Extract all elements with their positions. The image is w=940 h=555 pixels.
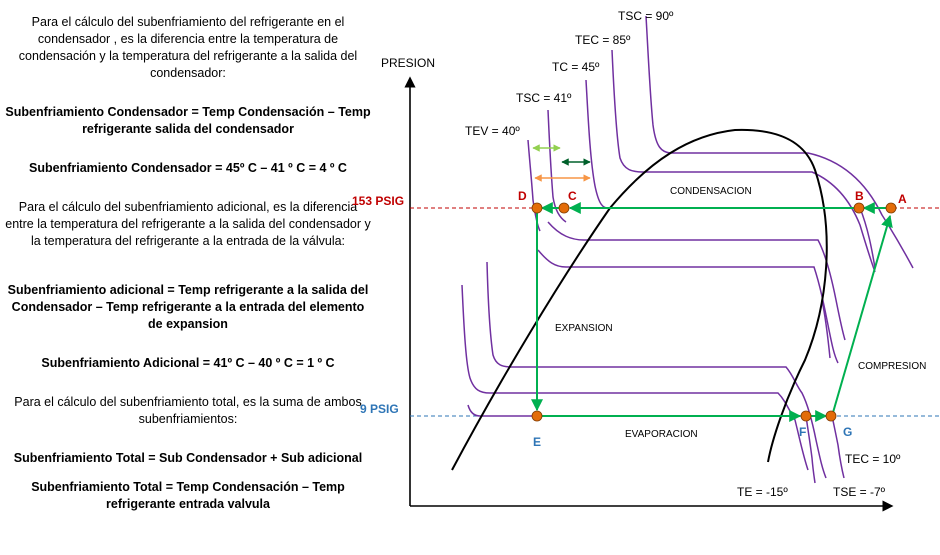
isotherm-te-minus15 [467,404,816,484]
label-tec-85: TEC = 85º [575,33,631,47]
point-a-marker [885,202,897,214]
point-c-label: C [568,189,577,203]
formula-sub-adicional: Subenfriamiento adicional = Temp refrige… [7,283,369,331]
intro-condensador: Para el cálculo del subenfriamiento del … [18,15,358,80]
point-d-marker [531,202,543,214]
isotherm-tse-minus7 [831,415,845,479]
point-b-label: B [855,189,864,203]
label-tc-45: TC = 45º [552,60,600,74]
point-d-label: D [518,189,527,203]
isotherm-tec-10 [821,299,831,359]
formula-sub-total: Subenfriamiento Total = Sub Condensador … [13,451,363,465]
calc-sub-condensador: Subenfriamiento Condensador = 45º C – 41… [29,161,347,175]
isotherm-tsc-41 [547,109,567,223]
label-tsc-90: TSC = 90º [618,9,674,23]
region-evaporacion: EVAPORACION [625,429,698,440]
isotherm-tev-40 [527,139,541,232]
high-pressure-label: 153 PSIG [352,194,404,208]
region-compresion: COMPRESION [858,361,926,372]
formula-sub-condensador: Subenfriamiento Condensador = Temp Conde… [5,105,371,136]
point-a-label: A [898,192,907,206]
point-g-label: G [843,425,852,439]
region-expansion: EXPANSION [555,323,613,334]
point-f-marker [800,410,812,422]
cycle-segment-g-a [831,214,893,417]
label-te-minus15: TE = -15º [737,485,788,499]
calc-sub-adicional: Subenfriamiento Adicional = 41º C – 40 º… [41,356,335,370]
low-pressure-label: 9 PSIG [360,402,399,416]
point-f-label: F [799,425,806,439]
isotherm-mid-2 [537,249,839,364]
y-axis-label: PRESION [381,56,435,70]
label-tev-40: TEV = 40º [465,124,520,138]
isotherm-tc-45 [585,79,876,269]
point-e-label: E [533,435,541,449]
point-b-marker [853,202,865,214]
isotherm-left-2 [461,284,809,471]
isotherm-left-1 [486,261,827,479]
saturation-dome [451,128,828,471]
isotherm-tsc-90 [645,15,914,269]
point-g-marker [825,410,837,422]
explanation-text: Para el cálculo del subenfriamiento del … [4,14,372,513]
isotherm-mid-1 [547,221,846,341]
point-c-marker [558,202,570,214]
intro-total: Para el cálculo del subenfriamiento tota… [14,395,362,426]
formula-sub-total-temp: Subenfriamiento Total = Temp Condensació… [31,480,345,511]
intro-adicional: Para el cálculo del subenfriamiento adic… [5,200,371,248]
point-e-marker [531,410,543,422]
label-tsc-41: TSC = 41º [516,91,572,105]
region-condensacion: CONDENSACION [670,186,752,197]
label-tec-10: TEC = 10º [845,452,901,466]
label-tse-minus7: TSE = -7º [833,485,886,499]
isotherm-tec-85 [611,49,876,273]
